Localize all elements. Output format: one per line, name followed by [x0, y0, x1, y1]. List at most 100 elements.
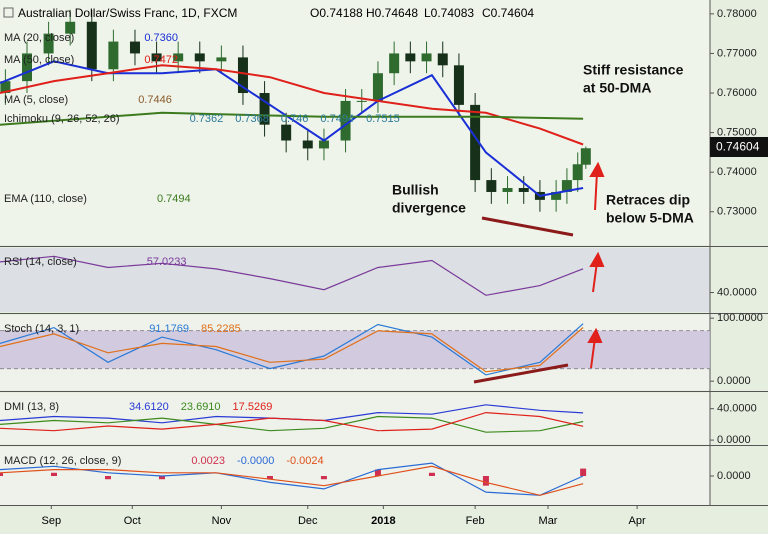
annotation: Stiff resistance	[583, 62, 684, 78]
candle-body	[572, 164, 583, 181]
icon	[3, 7, 14, 18]
histogram-bar	[50, 472, 57, 476]
ohlc: O0.74188	[310, 6, 363, 20]
candle-body	[486, 180, 497, 192]
legend-label: MA (20, close)	[4, 32, 74, 44]
candle-body	[437, 53, 448, 66]
y-tick-label: 0.0000	[717, 434, 751, 446]
x-tick-label: 2018	[371, 515, 395, 527]
candle-body	[318, 140, 329, 149]
legend-value: 91.1769	[149, 323, 189, 335]
series-line	[0, 465, 584, 496]
ohlc: H0.74648	[366, 6, 418, 20]
annotation: Retraces dip	[606, 192, 690, 208]
x-tick-label: Oct	[124, 515, 141, 527]
legend-value: -0.0000	[237, 455, 274, 467]
panel-title: RSI (14, close)	[4, 256, 77, 268]
candle-body	[340, 100, 351, 141]
y-tick-label: 0.0000	[717, 375, 751, 387]
histogram-bar	[266, 476, 273, 480]
legend-value: 17.5269	[233, 401, 273, 413]
panel-title: MACD (12, 26, close, 9)	[4, 455, 121, 467]
series-line	[0, 411, 584, 432]
series-line	[0, 415, 584, 433]
x-tick-label: Nov	[212, 515, 232, 527]
legend-value: 0.7446	[138, 94, 172, 106]
histogram-bar	[428, 472, 435, 476]
candle-body	[470, 104, 481, 181]
band	[0, 330, 710, 369]
candle-body	[86, 21, 97, 70]
y-tick-label: 0.78000	[717, 8, 757, 20]
candle-body	[518, 188, 529, 192]
legend-value: 0.7362	[190, 113, 224, 125]
candle-body	[502, 188, 513, 192]
series-line	[0, 111, 584, 126]
legend-value: 34.6120	[129, 401, 169, 413]
histogram-bar	[320, 476, 327, 480]
series-line	[0, 323, 584, 376]
candle-body	[421, 53, 432, 62]
legend-value: 0.746	[281, 113, 309, 125]
candle-body	[43, 33, 54, 54]
y-tick-label: 0.73000	[717, 206, 757, 218]
y-tick-label: 100.0000	[717, 312, 763, 324]
histogram-bar	[158, 476, 165, 480]
y-tick-label: 0.77000	[717, 47, 757, 59]
series-line	[0, 60, 584, 197]
y-tick-label: 0.0000	[717, 470, 751, 482]
candle-body	[453, 65, 464, 105]
legend-value: 0.7494	[157, 193, 191, 205]
candle-body	[356, 100, 367, 102]
annotation: at 50-DMA	[583, 80, 651, 96]
legend-value: 85.2285	[201, 323, 241, 335]
x-tick-label: Dec	[298, 515, 318, 527]
x-tick-label: Sep	[42, 515, 62, 527]
candle-body	[372, 73, 383, 101]
y-tick-label: 40.0000	[717, 403, 757, 415]
series-line	[0, 255, 584, 296]
candle-body	[561, 180, 572, 192]
ohlc: L0.74083	[424, 6, 474, 20]
ohlc: C0.74604	[482, 6, 534, 20]
candle-body	[173, 53, 184, 62]
macd-panel	[0, 447, 710, 505]
candle-body	[21, 53, 32, 82]
legend-value: 0.7515	[366, 113, 400, 125]
y-tick-label: 0.74000	[717, 166, 757, 178]
legend-value: 0.7472	[144, 54, 178, 66]
candle-body	[551, 191, 562, 200]
last-price-box	[710, 137, 768, 157]
candle-body	[259, 93, 270, 125]
x-tick-label: Apr	[629, 515, 646, 527]
candle-body	[65, 21, 76, 34]
candle-body	[129, 41, 140, 54]
legend-value: 0.0023	[191, 455, 225, 467]
annotation: Bullish	[392, 182, 439, 198]
divergence-line	[473, 363, 569, 384]
candle-body	[389, 53, 400, 74]
candle-body	[0, 81, 11, 94]
candle-body	[108, 41, 119, 70]
legend-label: MA (50, close)	[4, 54, 74, 66]
histogram-bar	[0, 472, 3, 476]
arrows	[587, 161, 605, 369]
legend-value: 0.7494	[320, 113, 354, 125]
candle-body	[237, 57, 248, 94]
candle-body	[281, 124, 292, 141]
y-tick-label: 0.75000	[717, 126, 757, 138]
legend-value: 57.0233	[147, 256, 187, 268]
candle-body	[405, 53, 416, 62]
candle-body	[580, 148, 591, 165]
panel-title: DMI (13, 8)	[4, 401, 59, 413]
legend-label: Ichimoku (9, 26, 52, 26)	[4, 113, 120, 125]
legend-label: MA (5, close)	[4, 94, 68, 106]
histogram-bar	[580, 468, 587, 476]
price-panel	[0, 0, 710, 245]
histogram-bar	[104, 476, 111, 480]
histogram-bar	[374, 469, 381, 476]
candle-body	[216, 57, 227, 62]
annotation: divergence	[392, 200, 466, 216]
y-tick-label: 0.76000	[717, 87, 757, 99]
x-tick-label: Feb	[466, 515, 485, 527]
